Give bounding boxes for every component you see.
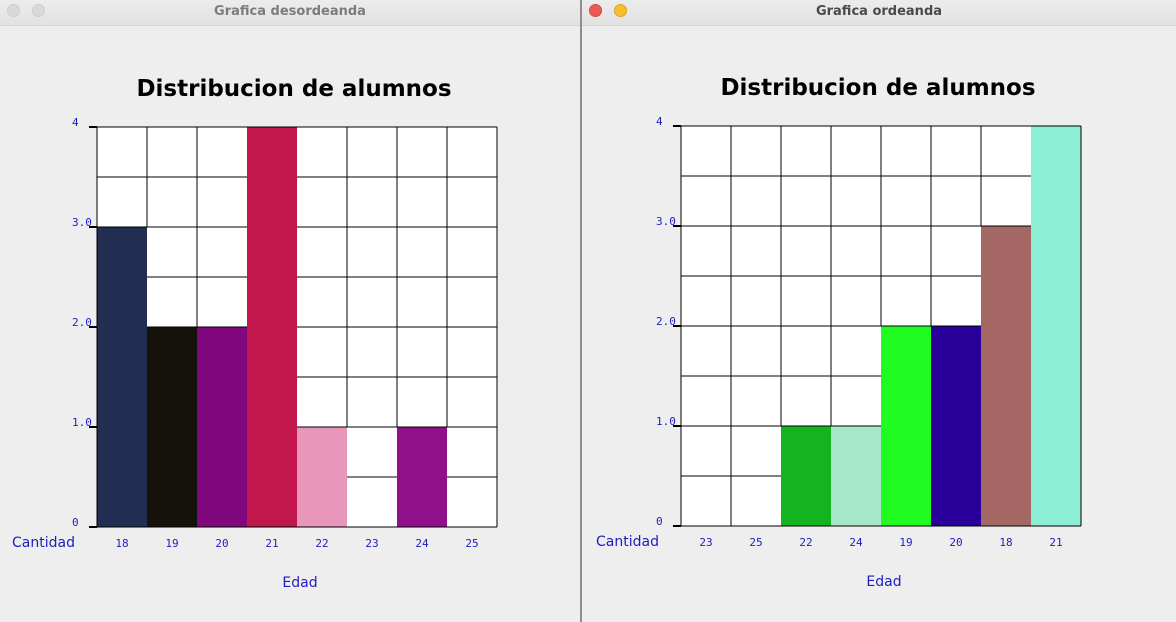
bar-18 xyxy=(97,227,147,527)
x-axis-label: Edad xyxy=(866,574,901,590)
bar-chart: 0 1.0 2.0 3.0 4 18 19 20 21 22 23 24 25 Distribucion … xyxy=(12,76,498,591)
y-axis-label: Cantidad xyxy=(12,535,75,551)
x-tick-label: 22 xyxy=(315,537,328,550)
close-icon[interactable] xyxy=(7,4,20,17)
titlebar[interactable]: Grafica ordeanda xyxy=(582,0,1176,26)
y-tick-label: 4 xyxy=(72,116,79,129)
x-tick-label: 22 xyxy=(799,536,812,549)
bar-22 xyxy=(781,426,831,526)
minimize-icon[interactable] xyxy=(32,4,45,17)
bar-21 xyxy=(247,127,297,527)
window-title: Grafica desordeanda xyxy=(214,4,366,19)
x-tick-label: 18 xyxy=(115,537,128,550)
x-tick-label: 24 xyxy=(849,536,863,549)
window-unsorted-chart: Grafica desordeanda 0 1.0 2.0 3.0 4 18 19 20 21 2… xyxy=(0,0,580,622)
bar-chart: 0 1.0 2.0 3.0 4 23 25 22 24 19 20 18 21 Distribucion … xyxy=(596,75,1082,590)
y-tick-label: 2.0 xyxy=(72,316,92,329)
titlebar[interactable]: Grafica desordeanda xyxy=(0,0,580,26)
chart-title: Distribucion de alumnos xyxy=(720,75,1035,101)
window-title: Grafica ordeanda xyxy=(815,4,943,19)
y-tick-label: 1.0 xyxy=(72,416,92,429)
x-tick-label: 20 xyxy=(215,537,228,550)
x-axis-label: Edad xyxy=(282,575,317,591)
y-tick-label: 3.0 xyxy=(656,215,676,228)
x-tick-label: 25 xyxy=(749,536,762,549)
x-tick-label: 23 xyxy=(365,537,378,550)
x-tick-label: 21 xyxy=(1049,536,1062,549)
window-divider xyxy=(580,0,582,622)
bar-22 xyxy=(297,427,347,527)
bar-24 xyxy=(831,426,881,526)
x-tick-label: 21 xyxy=(265,537,278,550)
bar-24 xyxy=(397,427,447,527)
x-tick-label: 25 xyxy=(465,537,478,550)
y-tick-label: 1.0 xyxy=(656,415,676,428)
bar-19 xyxy=(881,326,931,526)
x-tick-label: 19 xyxy=(899,536,912,549)
bar-20 xyxy=(931,326,981,526)
x-tick-label: 19 xyxy=(165,537,178,550)
x-tick-label: 23 xyxy=(699,536,712,549)
bar-20 xyxy=(197,327,247,527)
close-icon[interactable] xyxy=(589,4,602,17)
x-tick-label: 24 xyxy=(415,537,429,550)
bar-18 xyxy=(981,226,1031,526)
y-tick-label: 0 xyxy=(72,516,79,529)
bar-19 xyxy=(147,327,197,527)
y-tick-label: 4 xyxy=(656,115,663,128)
window-sorted-chart: Grafica ordeanda 0 1.0 2.0 3.0 4 23 25 22 24 19 20… xyxy=(582,0,1176,622)
bar-21 xyxy=(1031,126,1081,526)
y-tick-label: 2.0 xyxy=(656,315,676,328)
chart-title: Distribucion de alumnos xyxy=(136,76,451,102)
y-axis-label: Cantidad xyxy=(596,534,659,550)
minimize-icon[interactable] xyxy=(614,4,627,17)
x-tick-label: 18 xyxy=(999,536,1012,549)
y-tick-label: 0 xyxy=(656,515,663,528)
x-tick-label: 20 xyxy=(949,536,962,549)
y-tick-label: 3.0 xyxy=(72,216,92,229)
